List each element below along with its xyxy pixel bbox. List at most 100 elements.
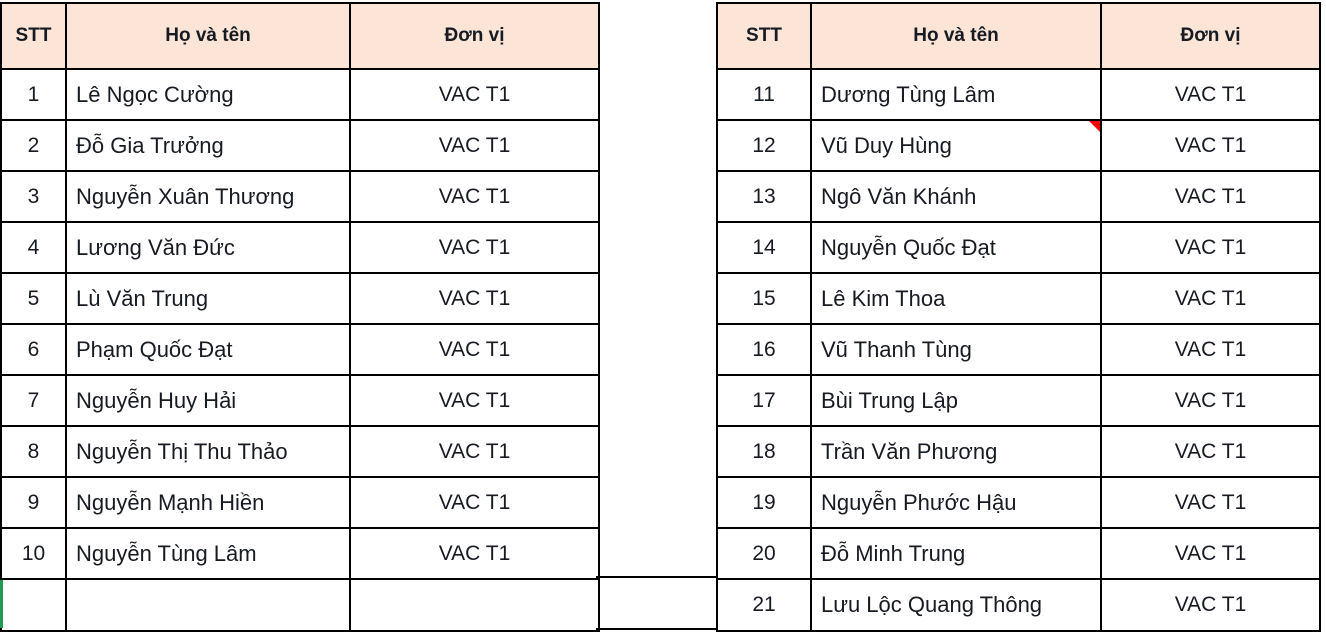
name-cell[interactable]: Lê Ngọc Cường — [65, 68, 351, 121]
cell-text: VAC T1 — [1174, 82, 1247, 106]
cell-text: Đỗ Minh Trung — [821, 540, 966, 566]
name-cell[interactable]: Nguyễn Mạnh Hiền — [65, 476, 351, 529]
unit-cell[interactable]: VAC T1 — [1100, 476, 1321, 529]
table-row: 5 Lù Văn Trung VAC T1 — [0, 272, 600, 325]
table-row: 11 Dương Tùng Lâm VAC T1 — [716, 68, 1321, 121]
cell-text: VAC T1 — [1174, 337, 1247, 361]
table-row: 21 Lưu Lộc Quang Thông VAC T1 — [716, 578, 1321, 632]
cell-text: 21 — [752, 593, 776, 616]
table-row: 1 Lê Ngọc Cường VAC T1 — [0, 68, 600, 121]
stt-cell[interactable]: 10 — [0, 527, 67, 580]
stt-cell[interactable]: 15 — [716, 272, 812, 325]
stt-cell[interactable]: 11 — [716, 68, 812, 121]
cell-text: VAC T1 — [438, 82, 511, 106]
stt-cell[interactable]: 19 — [716, 476, 812, 529]
cell-text: Đỗ Gia Trưởng — [76, 132, 224, 158]
cell-text: 8 — [27, 439, 40, 463]
roster-table-right: STT Họ và tên Đơn vị 11 Dương Tùng Lâm VAC… — [716, 2, 1321, 632]
stt-cell[interactable] — [0, 578, 67, 632]
stt-cell[interactable]: 7 — [0, 374, 67, 427]
column-header-stt[interactable]: STT — [716, 2, 812, 70]
name-cell[interactable]: Dương Tùng Lâm — [810, 68, 1102, 121]
name-cell[interactable] — [65, 578, 351, 632]
stt-cell[interactable]: 17 — [716, 374, 812, 427]
stt-cell[interactable]: 1 — [0, 68, 67, 121]
name-cell[interactable]: Lương Văn Đức — [65, 221, 351, 274]
unit-cell[interactable]: VAC T1 — [349, 476, 600, 529]
stt-cell[interactable]: 5 — [0, 272, 67, 325]
stt-cell[interactable]: 21 — [716, 578, 812, 632]
unit-cell[interactable] — [349, 578, 600, 632]
cell-text: VAC T1 — [438, 235, 511, 259]
stt-cell[interactable]: 13 — [716, 170, 812, 223]
grid-line-horizontal — [596, 628, 718, 630]
column-header-stt[interactable]: STT — [0, 2, 67, 70]
cell-text: 14 — [752, 235, 776, 259]
name-cell[interactable]: Lê Kim Thoa — [810, 272, 1102, 325]
unit-cell[interactable]: VAC T1 — [349, 272, 600, 325]
unit-cell[interactable]: VAC T1 — [349, 425, 600, 478]
name-cell[interactable]: Nguyễn Tùng Lâm — [65, 527, 351, 580]
name-cell[interactable]: Nguyễn Huy Hải — [65, 374, 351, 427]
cell-text: VAC T1 — [438, 541, 511, 565]
unit-cell[interactable]: VAC T1 — [349, 527, 600, 580]
unit-cell[interactable]: VAC T1 — [1100, 68, 1321, 121]
stt-cell[interactable]: 20 — [716, 527, 812, 580]
column-header-unit[interactable]: Đơn vị — [1100, 2, 1321, 70]
unit-cell[interactable]: VAC T1 — [349, 68, 600, 121]
name-cell[interactable]: Nguyễn Phước Hậu — [810, 476, 1102, 529]
name-cell[interactable]: Bùi Trung Lập — [810, 374, 1102, 427]
cell-text: 17 — [752, 388, 776, 412]
unit-cell[interactable]: VAC T1 — [1100, 170, 1321, 223]
cell-text: 19 — [752, 490, 776, 514]
cell-text: Lương Văn Đức — [76, 234, 235, 260]
unit-cell[interactable]: VAC T1 — [349, 323, 600, 376]
stt-cell[interactable]: 12 — [716, 119, 812, 172]
unit-cell[interactable]: VAC T1 — [1100, 323, 1321, 376]
stt-cell[interactable]: 8 — [0, 425, 67, 478]
name-cell[interactable]: Vũ Duy Hùng — [810, 119, 1102, 172]
unit-cell[interactable]: VAC T1 — [349, 374, 600, 427]
name-cell[interactable]: Vũ Thanh Tùng — [810, 323, 1102, 376]
name-cell[interactable]: Lưu Lộc Quang Thông — [810, 578, 1102, 632]
unit-cell[interactable]: VAC T1 — [1100, 221, 1321, 274]
roster-table-left: STT Họ và tên Đơn vị 1 Lê Ngọc Cường VAC T… — [0, 2, 600, 632]
cell-text: Vũ Thanh Tùng — [821, 336, 972, 362]
cell-text: VAC T1 — [1174, 235, 1247, 259]
column-header-name[interactable]: Họ và tên — [810, 2, 1102, 70]
name-cell[interactable]: Trần Văn Phương — [810, 425, 1102, 478]
name-cell[interactable]: Nguyễn Xuân Thương — [65, 170, 351, 223]
stt-cell[interactable]: 9 — [0, 476, 67, 529]
unit-cell[interactable]: VAC T1 — [349, 119, 600, 172]
unit-cell[interactable]: VAC T1 — [349, 170, 600, 223]
name-cell[interactable]: Lù Văn Trung — [65, 272, 351, 325]
unit-cell[interactable]: VAC T1 — [1100, 272, 1321, 325]
name-cell[interactable]: Nguyễn Thị Thu Thảo — [65, 425, 351, 478]
cell-text: 6 — [27, 337, 40, 361]
column-header-unit[interactable]: Đơn vị — [349, 2, 600, 70]
table-row: 13 Ngô Văn Khánh VAC T1 — [716, 170, 1321, 223]
unit-cell[interactable]: VAC T1 — [1100, 578, 1321, 632]
unit-cell[interactable]: VAC T1 — [1100, 425, 1321, 478]
name-cell[interactable]: Đỗ Minh Trung — [810, 527, 1102, 580]
unit-cell[interactable]: VAC T1 — [1100, 119, 1321, 172]
stt-cell[interactable]: 4 — [0, 221, 67, 274]
name-cell[interactable]: Ngô Văn Khánh — [810, 170, 1102, 223]
name-cell[interactable]: Nguyễn Quốc Đạt — [810, 221, 1102, 274]
cell-text: Dương Tùng Lâm — [821, 81, 996, 107]
stt-cell[interactable]: 18 — [716, 425, 812, 478]
name-cell[interactable]: Phạm Quốc Đạt — [65, 323, 351, 376]
header-row: STT Họ và tên Đơn vị — [0, 2, 600, 70]
cell-text: VAC T1 — [1174, 388, 1247, 412]
unit-cell[interactable]: VAC T1 — [349, 221, 600, 274]
stt-cell[interactable]: 14 — [716, 221, 812, 274]
column-header-name[interactable]: Họ và tên — [65, 2, 351, 70]
stt-cell[interactable]: 2 — [0, 119, 67, 172]
name-cell[interactable]: Đỗ Gia Trưởng — [65, 119, 351, 172]
cell-text: Nguyễn Huy Hải — [76, 387, 237, 413]
unit-cell[interactable]: VAC T1 — [1100, 374, 1321, 427]
stt-cell[interactable]: 16 — [716, 323, 812, 376]
stt-cell[interactable]: 3 — [0, 170, 67, 223]
unit-cell[interactable]: VAC T1 — [1100, 527, 1321, 580]
stt-cell[interactable]: 6 — [0, 323, 67, 376]
